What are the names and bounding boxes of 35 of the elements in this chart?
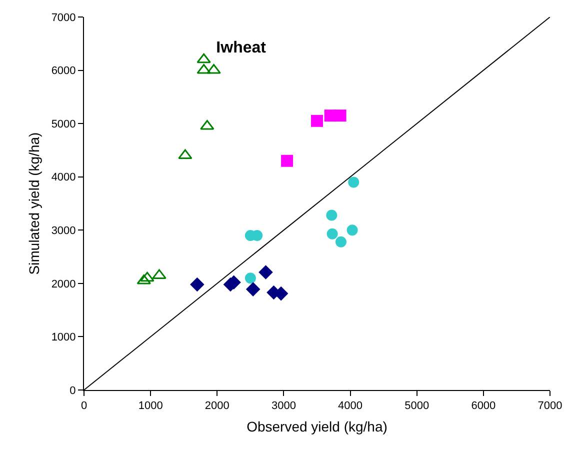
point <box>196 53 211 64</box>
point <box>246 282 260 296</box>
point <box>281 154 294 167</box>
point <box>348 176 360 188</box>
x-tick-label: 1000 <box>138 400 163 412</box>
y-tick-label: 0 <box>70 384 76 397</box>
point <box>335 236 346 248</box>
y-tick-label: 2000 <box>51 278 76 290</box>
x-tick-label: 6000 <box>471 400 496 412</box>
x-tick-label: 7000 <box>538 400 562 412</box>
point <box>311 114 323 127</box>
y-tick-label: 5000 <box>51 118 76 130</box>
point <box>346 224 358 236</box>
y-tick-label: 6000 <box>51 65 76 78</box>
y-axis-title: Simulated yield (kg/ha) <box>26 132 42 275</box>
point <box>326 228 338 240</box>
point <box>200 120 214 130</box>
point <box>326 210 338 221</box>
x-tick-label: 3000 <box>271 400 296 412</box>
x-tick-label: 5000 <box>404 400 430 412</box>
point <box>190 277 204 292</box>
x-tick-label: 2000 <box>204 400 230 412</box>
y-tick-label: 7000 <box>51 12 76 24</box>
x-tick-label: 4000 <box>338 400 363 412</box>
point <box>140 272 154 282</box>
point <box>244 272 256 284</box>
point <box>258 265 273 280</box>
point <box>334 110 346 122</box>
point <box>178 149 192 160</box>
y-tick-label: 4000 <box>51 172 76 184</box>
x-tick-label: 0 <box>80 400 88 412</box>
x-axis-title: Observed yield (kg/ha) <box>246 418 388 434</box>
text: Iwheat <box>216 39 267 56</box>
y-tick-label: 1000 <box>51 332 76 344</box>
y-tick-label: 3000 <box>51 224 76 237</box>
